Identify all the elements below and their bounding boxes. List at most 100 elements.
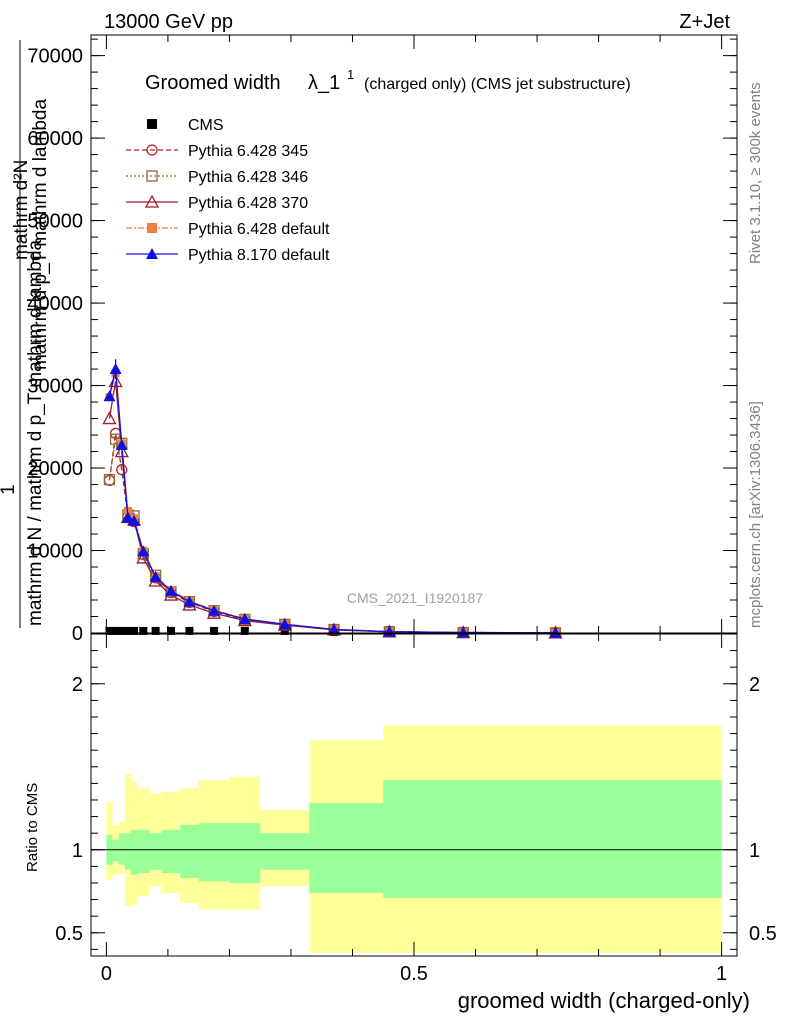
series-line — [108, 438, 556, 634]
data-point — [240, 626, 249, 635]
data-point — [137, 545, 150, 557]
main-y-tick-label: 50000 — [27, 211, 83, 233]
ratio-x-tick-label: 0 — [101, 963, 112, 985]
data-point — [151, 626, 160, 635]
ratio-inner-band — [260, 833, 310, 870]
legend-item-p6def: Pythia 6.428 default — [126, 221, 330, 238]
data-point — [549, 626, 562, 638]
main-y-tick-label: 20000 — [27, 458, 83, 480]
energy-label: 13000 GeV pp — [104, 11, 233, 33]
data-point — [111, 626, 120, 635]
y-label-denominator: mathrm d N / mathrm d p_T mathrm d lambd… — [25, 239, 46, 626]
plot-title: Groomed width λ_1 1 (charged only) (CMS … — [145, 67, 631, 94]
data-point — [147, 223, 157, 233]
series-p345 — [103, 427, 562, 639]
series-p346 — [103, 433, 562, 639]
ratio-y-tick-label: 1 — [72, 840, 83, 862]
legend-label: Pythia 6.428 default — [188, 221, 330, 238]
data-point — [146, 144, 158, 156]
ratio-panel: 0 0.5 1 0.5 0.5 1 1 2 2 — [55, 633, 777, 985]
legend: CMS Pythia 6.428 345 Pythia 6.428 346 Pythi… — [126, 117, 330, 264]
mcplots-label: mcplots.cern.ch [arXiv:1306.3436] — [747, 401, 764, 628]
data-point — [149, 570, 162, 582]
ratio-inner-band — [137, 829, 150, 874]
ratio-x-tick-label: 0.5 — [400, 963, 428, 985]
main-y-tick-label: 0 — [72, 623, 83, 645]
main-y-tick-label: 10000 — [27, 541, 83, 563]
data-point — [164, 584, 177, 596]
ratio-inner-band — [130, 829, 138, 875]
ratio-y-tick-label-right: 2 — [749, 674, 760, 696]
data-point — [328, 623, 341, 635]
data-point — [102, 411, 117, 425]
data-point — [103, 473, 116, 486]
data-point — [114, 444, 129, 458]
ratio-inner-band — [383, 780, 722, 898]
series-line — [108, 433, 556, 634]
data-point — [117, 626, 126, 635]
data-point — [144, 194, 160, 208]
ratio-y-axis-label: Ratio to CMS — [24, 783, 41, 872]
legend-item-p370: Pythia 6.428 370 — [126, 194, 308, 212]
legend-label: Pythia 6.428 346 — [188, 169, 308, 186]
data-point — [185, 626, 194, 635]
main-y-axis-label: mathrm d N / mathrm d p_T mathrm d lambd… — [0, 40, 51, 628]
ratio-y-tick-label-right: 1 — [749, 840, 760, 862]
data-point — [115, 438, 128, 450]
main-y-tick-label: 60000 — [27, 128, 83, 150]
data-point — [280, 626, 289, 635]
legend-label: Pythia 6.428 370 — [188, 195, 308, 212]
data-point — [128, 514, 141, 526]
data-point — [183, 595, 196, 607]
y-label-top2: mathrm d p_T mathrm d lambda — [30, 99, 51, 370]
main-panel: 0 10000 20000 30000 40000 50000 60000 70000 — [27, 34, 738, 645]
ratio-inner-band — [149, 833, 162, 870]
main-y-tick-label: 30000 — [27, 376, 83, 398]
series-p8def — [103, 363, 562, 638]
data-point — [147, 119, 157, 129]
data-point — [146, 170, 158, 182]
legend-label: CMS — [188, 117, 224, 134]
ratio-inner-band — [112, 839, 119, 862]
rivet-version-label: Rivet 3.1.10, ≥ 300k events — [747, 82, 764, 264]
series-p370 — [102, 374, 563, 639]
ratio-inner-band — [180, 824, 199, 878]
ratio-inner-band — [229, 823, 261, 883]
data-point — [130, 626, 139, 635]
data-point — [139, 626, 148, 635]
ratio-x-tick-label: 1 — [716, 963, 727, 985]
data-point — [208, 604, 221, 616]
process-label: Z+Jet — [679, 11, 730, 33]
data-point — [121, 511, 134, 523]
legend-item-cms: CMS — [147, 117, 224, 134]
series-line — [108, 368, 556, 634]
data-point — [116, 464, 128, 476]
y-label-numerator: 1 — [0, 484, 19, 495]
data-point — [146, 248, 158, 259]
analysis-watermark: CMS_2021_I1920187 — [347, 590, 483, 606]
ratio-inner-band — [124, 833, 131, 870]
data-point — [166, 626, 175, 635]
data-point — [278, 618, 291, 630]
ratio-y-tick-label: 0.5 — [55, 923, 83, 945]
ratio-inner-band — [198, 823, 230, 882]
legend-label: Pythia 6.428 345 — [188, 143, 308, 160]
y-label-top: mathrm d²N — [11, 160, 32, 260]
legend-item-p8def: Pythia 8.170 default — [126, 247, 330, 264]
x-axis-label: groomed width (charged-only) — [458, 988, 750, 1013]
data-point — [210, 626, 219, 635]
data-point — [123, 626, 132, 635]
title-superscript: 1 — [347, 67, 354, 82]
legend-item-p345: Pythia 6.428 345 — [126, 143, 308, 160]
ratio-inner-band — [161, 829, 181, 874]
ratio-inner-band — [118, 833, 125, 865]
title-main: Groomed width — [145, 72, 281, 94]
legend-item-p346: Pythia 6.428 346 — [126, 169, 308, 186]
main-y-tick-label: 40000 — [27, 293, 83, 315]
data-point — [238, 612, 251, 624]
legend-label: Pythia 8.170 default — [188, 247, 330, 264]
ratio-inner-band — [309, 803, 384, 893]
data-point — [457, 626, 470, 638]
ratio-y-tick-label: 2 — [72, 674, 83, 696]
